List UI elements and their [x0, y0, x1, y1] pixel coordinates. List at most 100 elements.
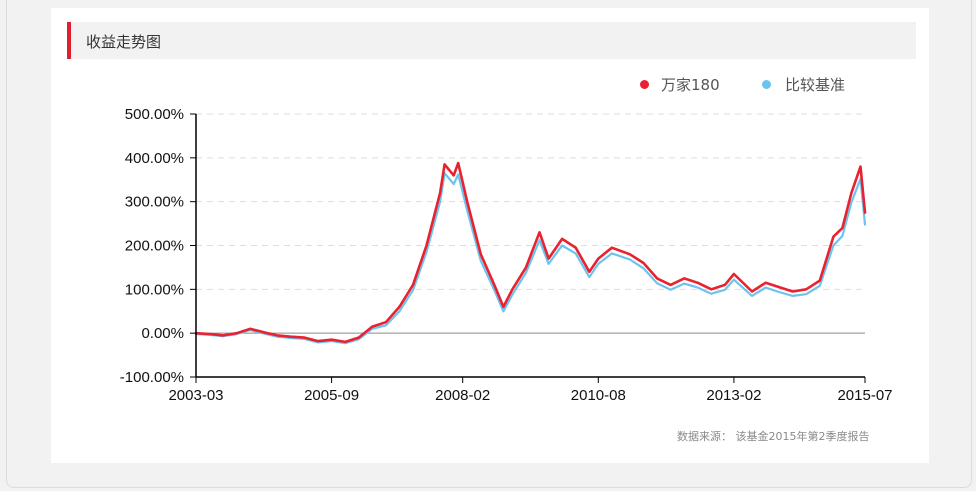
data-point-fund — [290, 335, 292, 338]
axis-layer — [190, 113, 866, 383]
y-tick-label: 300.00% — [125, 194, 184, 211]
data-point-fund — [751, 290, 753, 293]
data-point-benchmark — [384, 324, 387, 327]
data-point-benchmark — [764, 286, 767, 289]
data-point-fund — [276, 334, 279, 337]
data-point-fund — [656, 277, 658, 280]
x-tick-label: 2008-02 — [435, 387, 490, 404]
data-point-fund — [357, 336, 360, 339]
data-point-fund — [805, 288, 808, 291]
data-point-fund — [330, 338, 333, 341]
data-point-fund — [864, 211, 866, 214]
data-point-fund — [629, 253, 631, 256]
data-point-fund — [466, 200, 469, 203]
data-point-fund — [859, 165, 862, 168]
data-point-fund — [597, 257, 600, 260]
data-point-benchmark — [710, 292, 713, 295]
data-point-fund — [425, 244, 428, 247]
legend-fund-label: 万家180 — [661, 76, 720, 94]
data-point-benchmark — [733, 278, 735, 281]
data-point-fund — [371, 325, 374, 328]
data-point-benchmark — [597, 263, 600, 265]
data-point-fund — [832, 235, 835, 238]
data-point-benchmark — [642, 267, 645, 270]
data-point-benchmark — [751, 295, 753, 297]
data-point-fund — [235, 332, 238, 335]
data-point-benchmark — [525, 271, 527, 274]
data-point-benchmark — [538, 239, 541, 242]
data-point-benchmark — [466, 209, 469, 212]
x-tick-label: 2015-07 — [837, 387, 892, 404]
x-tick-label: 2005-09 — [304, 387, 359, 404]
data-point-benchmark — [479, 259, 482, 262]
data-point-fund — [642, 262, 645, 264]
y-tick-label: 400.00% — [125, 150, 184, 167]
x-tick-label: 2013-02 — [706, 387, 761, 404]
data-point-fund — [457, 162, 460, 164]
data-point-benchmark — [696, 286, 699, 289]
data-point-fund — [710, 288, 713, 291]
data-point-benchmark — [547, 263, 550, 265]
data-point-benchmark — [791, 295, 794, 297]
data-point-fund — [733, 273, 735, 275]
data-point-fund — [384, 321, 387, 324]
y-tick-label: 0.00% — [141, 325, 184, 342]
data-point-benchmark — [850, 201, 853, 204]
data-point-fund — [696, 281, 699, 284]
data-point-benchmark — [683, 282, 686, 285]
series-layer — [194, 161, 867, 345]
data-point-fund — [683, 277, 686, 280]
legend-fund-dot-icon — [640, 80, 649, 89]
data-point-fund — [669, 284, 672, 286]
data-point-fund — [561, 238, 564, 240]
data-point-benchmark — [493, 289, 496, 292]
legend-benchmark-dot-icon — [762, 80, 771, 89]
data-point-fund — [588, 270, 591, 273]
data-point-benchmark — [610, 252, 613, 255]
x-tick-label: 2010-08 — [571, 387, 626, 404]
data-point-benchmark — [832, 244, 835, 247]
data-point-fund — [850, 192, 853, 194]
panel-title: 收益走势图 — [86, 33, 162, 51]
data-point-fund — [547, 257, 550, 260]
y-tick-label: -100.00% — [120, 369, 184, 386]
data-source-note: 数据来源： 该基金2015年第2季度报告 — [677, 430, 870, 443]
data-point-fund — [208, 333, 211, 335]
data-point-benchmark — [778, 291, 781, 293]
data-point-benchmark — [841, 234, 844, 237]
data-point-fund — [493, 284, 496, 286]
data-point-benchmark — [805, 293, 808, 296]
data-point-benchmark — [818, 284, 821, 287]
y-tick-label: 100.00% — [125, 281, 184, 298]
grid-layer — [196, 113, 865, 334]
series-line-fund — [194, 161, 867, 344]
data-point-fund — [538, 231, 541, 234]
data-point-benchmark — [425, 251, 428, 253]
data-point-fund — [262, 331, 265, 334]
data-point-fund — [525, 266, 527, 269]
data-point-fund — [479, 253, 482, 256]
data-point-fund — [841, 227, 844, 229]
data-point-fund — [610, 246, 613, 249]
x-tick-label: 2003-03 — [168, 387, 223, 404]
data-point-benchmark — [629, 258, 631, 261]
data-point-fund — [344, 341, 347, 343]
data-point-fund — [778, 286, 781, 289]
data-point-fund — [511, 288, 514, 291]
data-point-fund — [818, 279, 821, 282]
data-point-benchmark — [656, 282, 658, 285]
data-point-benchmark — [588, 276, 591, 278]
data-point-fund — [723, 284, 726, 286]
data-point-benchmark — [452, 183, 455, 186]
data-point-fund — [222, 334, 225, 337]
data-point-benchmark — [511, 293, 514, 296]
chart-card — [51, 8, 929, 463]
data-point-benchmark — [561, 244, 564, 247]
panel-header: 收益走势图 — [67, 22, 916, 59]
data-point-benchmark — [439, 200, 441, 203]
data-point-benchmark — [457, 173, 460, 176]
y-tick-label: 200.00% — [125, 238, 184, 255]
data-point-benchmark — [723, 288, 726, 291]
data-point-benchmark — [412, 289, 414, 292]
